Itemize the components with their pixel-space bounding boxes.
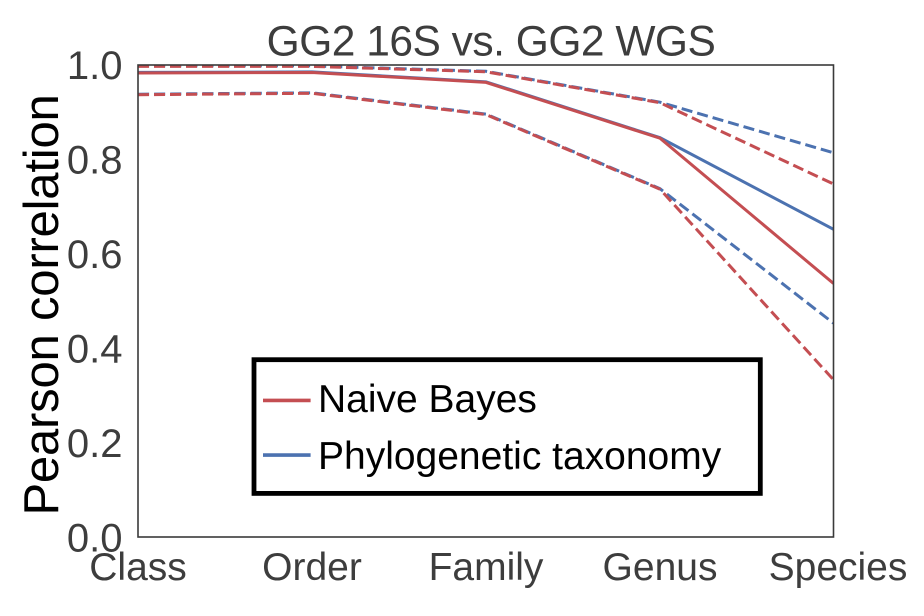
svg-text:Family: Family <box>429 546 544 589</box>
svg-text:GG2 16S vs. GG2 WGS: GG2 16S vs. GG2 WGS <box>267 19 716 66</box>
svg-text:Genus: Genus <box>603 546 718 589</box>
svg-text:Class: Class <box>89 546 187 589</box>
svg-text:1.0: 1.0 <box>67 44 123 88</box>
svg-text:Species: Species <box>769 546 908 589</box>
svg-text:0.2: 0.2 <box>67 422 123 466</box>
svg-text:0.0: 0.0 <box>67 516 123 560</box>
svg-text:Naive Bayes: Naive Bayes <box>318 378 537 421</box>
svg-text:Order: Order <box>262 546 362 589</box>
svg-text:0.6: 0.6 <box>67 233 123 277</box>
svg-text:0.4: 0.4 <box>67 328 123 372</box>
svg-text:Pearson correlation: Pearson correlation <box>15 94 69 515</box>
svg-text:0.8: 0.8 <box>67 139 123 183</box>
svg-text:Phylogenetic taxonomy: Phylogenetic taxonomy <box>318 435 722 478</box>
